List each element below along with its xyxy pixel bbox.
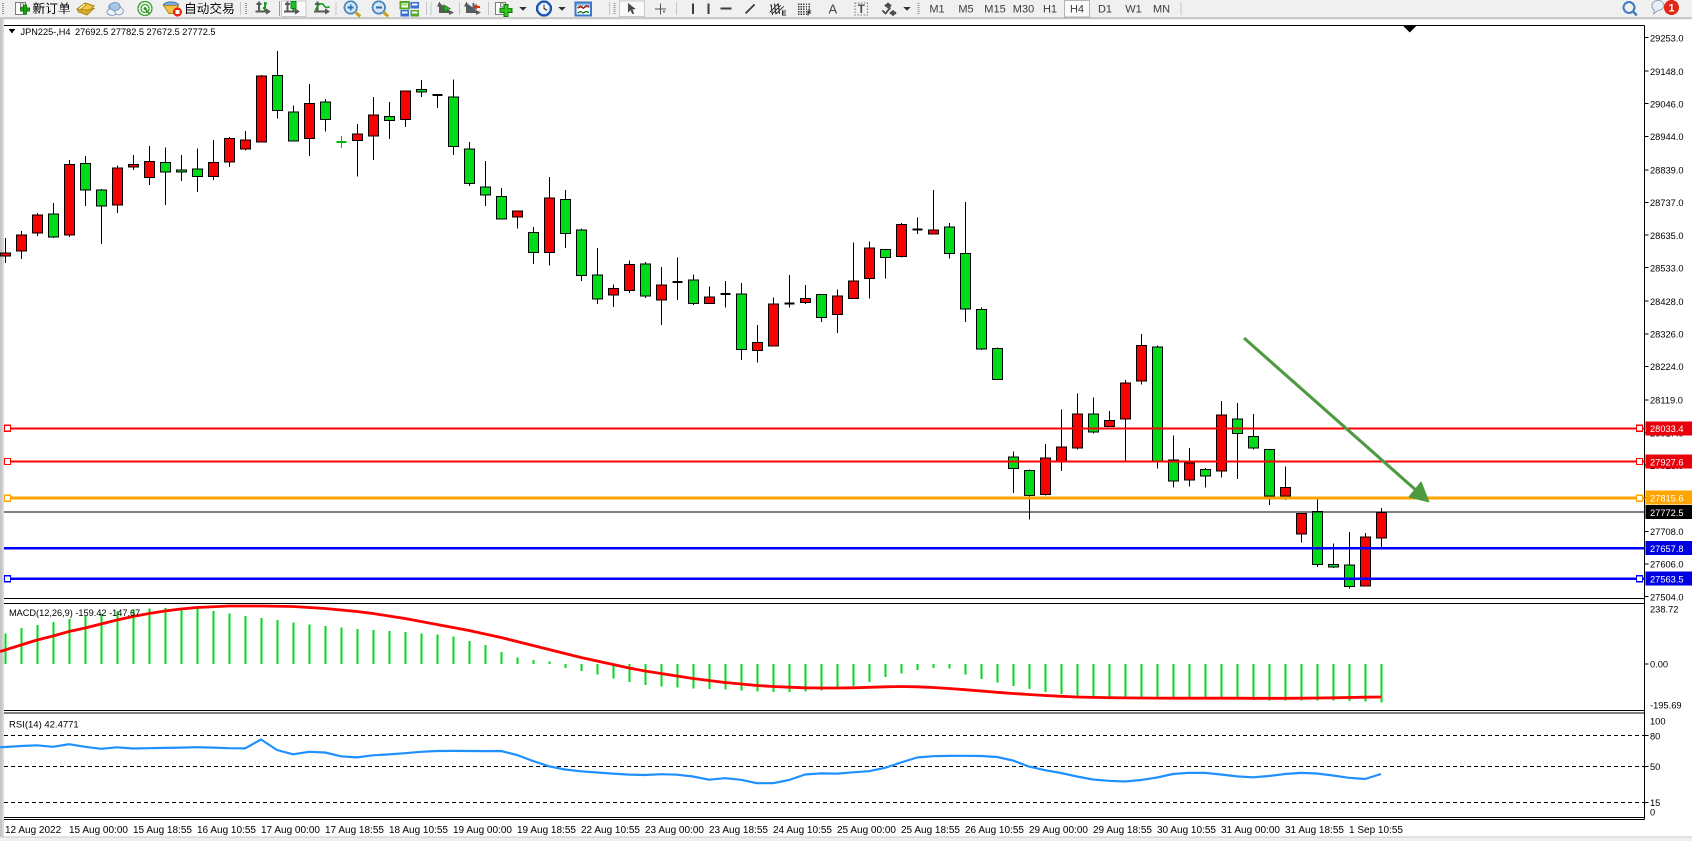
svg-text:27563.5: 27563.5 (1650, 574, 1684, 584)
svg-text:16 Aug 10:55: 16 Aug 10:55 (197, 825, 256, 836)
svg-text:27772.5: 27772.5 (1650, 508, 1684, 518)
svg-text:M1: M1 (929, 4, 944, 16)
svg-text:1: 1 (1668, 3, 1674, 15)
svg-text:28428.0: 28428.0 (1650, 297, 1684, 307)
svg-text:100: 100 (1650, 717, 1666, 727)
svg-text:23 Aug 18:55: 23 Aug 18:55 (709, 825, 768, 836)
svg-text:JPN225-,H4: JPN225-,H4 (21, 27, 71, 37)
svg-text:0: 0 (1650, 808, 1655, 818)
svg-text:15 Aug 18:55: 15 Aug 18:55 (133, 825, 192, 836)
svg-text:80: 80 (1650, 732, 1660, 742)
svg-text:28533.0: 28533.0 (1650, 263, 1684, 273)
svg-text:17 Aug 18:55: 17 Aug 18:55 (325, 825, 384, 836)
svg-text:28033.4: 28033.4 (1650, 424, 1684, 434)
svg-text:27657.8: 27657.8 (1650, 544, 1684, 554)
svg-text:E: E (782, 9, 787, 18)
svg-text:M5: M5 (958, 4, 973, 16)
svg-text:-195.69: -195.69 (1650, 701, 1682, 711)
svg-text:A: A (829, 2, 838, 17)
svg-text:D1: D1 (1098, 4, 1112, 16)
svg-text:25 Aug 00:00: 25 Aug 00:00 (837, 825, 896, 836)
svg-text:29 Aug 00:00: 29 Aug 00:00 (1029, 825, 1088, 836)
svg-text:29253.0: 29253.0 (1650, 33, 1684, 43)
svg-text:23 Aug 00:00: 23 Aug 00:00 (645, 825, 704, 836)
svg-text:50: 50 (1650, 762, 1660, 772)
svg-text:22 Aug 10:55: 22 Aug 10:55 (581, 825, 640, 836)
svg-text:18 Aug 10:55: 18 Aug 10:55 (389, 825, 448, 836)
svg-text:27606.0: 27606.0 (1650, 560, 1684, 570)
svg-text:17 Aug 00:00: 17 Aug 00:00 (261, 825, 320, 836)
svg-text:MN: MN (1153, 4, 1170, 16)
svg-text:28326.0: 28326.0 (1650, 330, 1684, 340)
svg-text:29046.0: 29046.0 (1650, 100, 1684, 110)
svg-text:31 Aug 18:55: 31 Aug 18:55 (1285, 825, 1344, 836)
svg-text:28944.0: 28944.0 (1650, 132, 1684, 142)
svg-text:15: 15 (1650, 798, 1660, 808)
svg-text:27927.6: 27927.6 (1650, 457, 1684, 467)
svg-text:28224.0: 28224.0 (1650, 362, 1684, 372)
svg-text:H1: H1 (1043, 4, 1057, 16)
svg-text:28839.0: 28839.0 (1650, 166, 1684, 176)
svg-text:28737.0: 28737.0 (1650, 198, 1684, 208)
svg-text:29 Aug 18:55: 29 Aug 18:55 (1093, 825, 1152, 836)
svg-text:29148.0: 29148.0 (1650, 67, 1684, 77)
svg-text:28635.0: 28635.0 (1650, 231, 1684, 241)
svg-text:W1: W1 (1125, 4, 1142, 16)
svg-text:27708.0: 27708.0 (1650, 527, 1684, 537)
svg-text:H4: H4 (1070, 4, 1084, 16)
svg-text:19 Aug 18:55: 19 Aug 18:55 (517, 825, 576, 836)
svg-text:27815.6: 27815.6 (1650, 494, 1684, 504)
svg-text:M30: M30 (1013, 4, 1034, 16)
svg-text:15 Aug 00:00: 15 Aug 00:00 (69, 825, 128, 836)
svg-text:28119.0: 28119.0 (1650, 396, 1683, 406)
svg-text:T: T (858, 4, 865, 16)
svg-text:12 Aug 2022: 12 Aug 2022 (5, 825, 62, 836)
svg-text:F: F (807, 9, 812, 18)
svg-text:27504.0: 27504.0 (1650, 592, 1684, 602)
svg-text:238.72: 238.72 (1650, 605, 1678, 615)
svg-text:31 Aug 00:00: 31 Aug 00:00 (1221, 825, 1280, 836)
svg-text:MACD(12,26,9) -159.42 -147.67: MACD(12,26,9) -159.42 -147.67 (9, 608, 140, 618)
svg-text:26 Aug 10:55: 26 Aug 10:55 (965, 825, 1024, 836)
svg-text:25 Aug 18:55: 25 Aug 18:55 (901, 825, 960, 836)
svg-text:M15: M15 (984, 4, 1005, 16)
svg-text:0.00: 0.00 (1650, 659, 1668, 669)
svg-text:19 Aug 00:00: 19 Aug 00:00 (453, 825, 512, 836)
svg-text:RSI(14) 42.4771: RSI(14) 42.4771 (9, 720, 79, 731)
svg-text:24 Aug 10:55: 24 Aug 10:55 (773, 825, 832, 836)
svg-text:1 Sep 10:55: 1 Sep 10:55 (1349, 825, 1403, 836)
svg-text:30 Aug 10:55: 30 Aug 10:55 (1157, 825, 1216, 836)
svg-text:27692.5 27782.5 27672.5 27772.: 27692.5 27782.5 27672.5 27772.5 (75, 27, 216, 37)
